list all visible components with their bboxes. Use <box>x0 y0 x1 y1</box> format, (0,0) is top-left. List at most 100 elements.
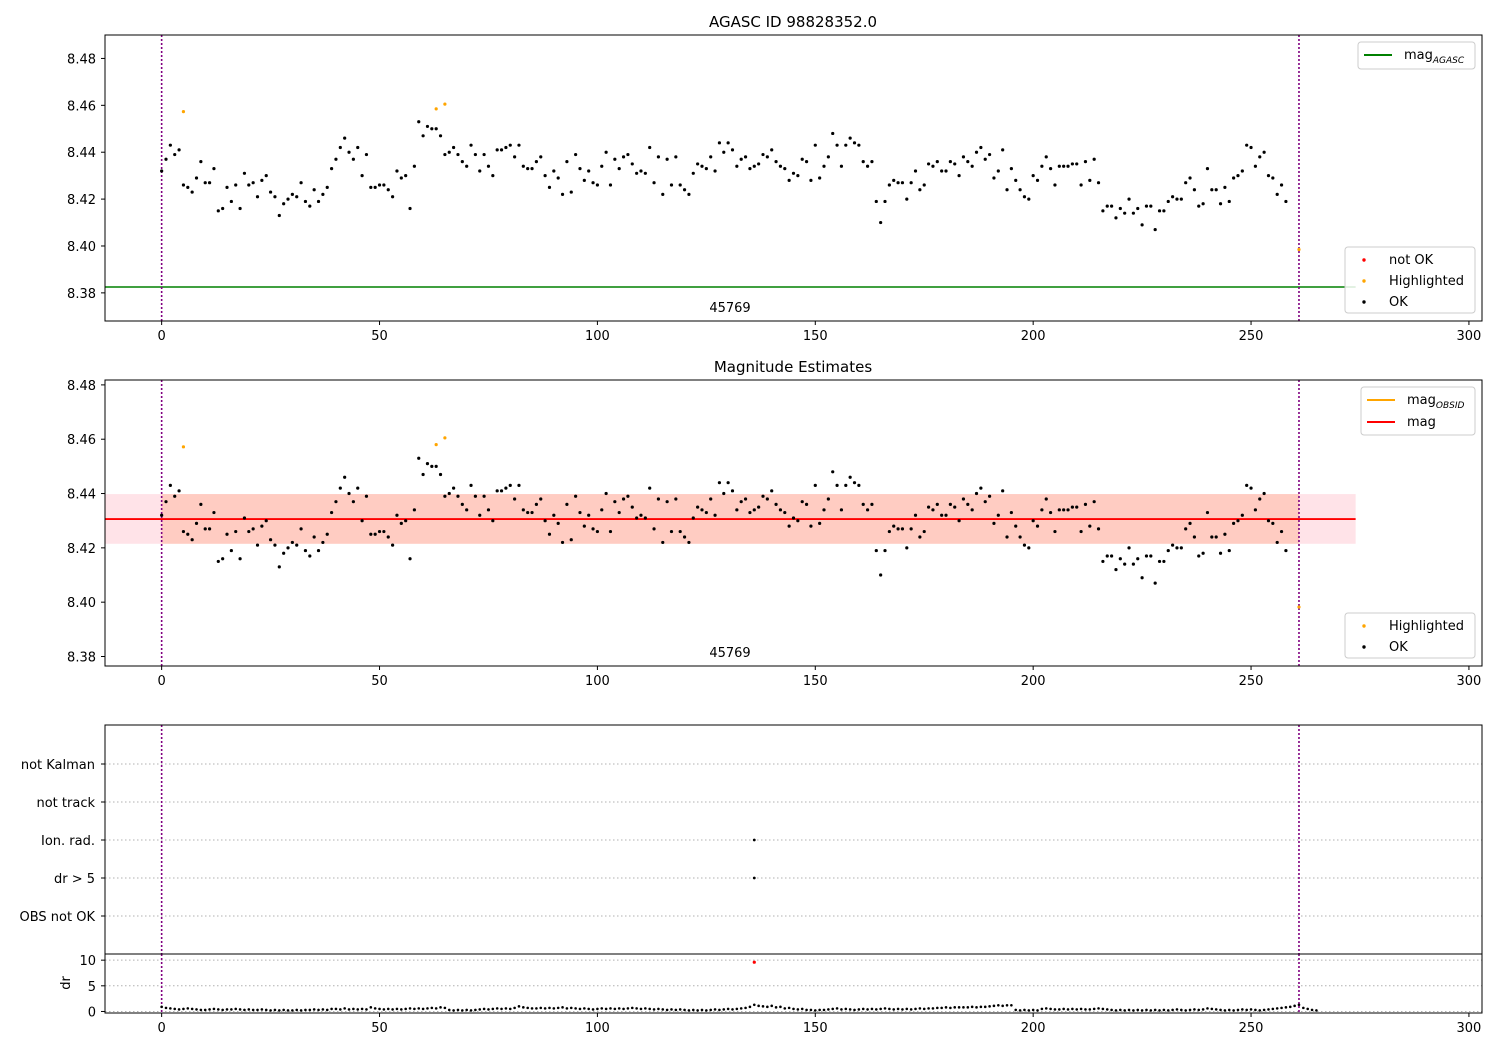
ok-point <box>848 136 852 140</box>
ok-point <box>1184 527 1188 531</box>
ok-point <box>844 483 848 487</box>
ok-point <box>800 157 804 161</box>
ok-point <box>713 169 717 173</box>
dr-point <box>604 1007 608 1011</box>
ok-point <box>813 143 817 147</box>
ok-point <box>216 209 220 213</box>
ok-point <box>665 500 669 504</box>
ok-point <box>700 508 704 512</box>
ok-point <box>639 169 643 173</box>
ok-point <box>682 188 687 192</box>
panel-agasc: AGASC ID 98828352.0 0 50 100 150 200 250 300 8.… <box>67 13 1483 344</box>
ok-point <box>268 190 273 194</box>
ok-point <box>160 169 164 173</box>
ok-point <box>1218 551 1223 555</box>
dr-point <box>1153 1008 1157 1012</box>
ok-point <box>1232 521 1236 526</box>
ok-point <box>417 456 421 460</box>
dr-point <box>273 1008 277 1012</box>
ok-point <box>395 169 399 173</box>
ok-point <box>608 183 613 187</box>
dr-point <box>556 1006 560 1010</box>
flag-label-not-kalman: not Kalman <box>21 758 95 773</box>
dr-point <box>421 1007 425 1011</box>
ok-point <box>1144 204 1149 208</box>
flag-label-not-track: not track <box>36 796 95 811</box>
ok-point <box>970 164 974 168</box>
dr-point <box>195 1008 198 1011</box>
dr-point <box>979 1005 983 1009</box>
ok-point <box>1279 529 1284 534</box>
dr-point <box>291 1009 294 1012</box>
ok-point <box>900 527 905 531</box>
dr-point <box>914 1007 917 1011</box>
dr-point <box>508 1007 512 1011</box>
ok-point <box>547 532 552 536</box>
panel-magnitude-xtick-label: 250 <box>1239 674 1264 689</box>
dr-point <box>439 1006 442 1009</box>
ok-point <box>395 513 399 517</box>
ok-point <box>1096 181 1101 185</box>
ok-point <box>1031 519 1035 523</box>
ok-point <box>992 521 996 526</box>
ok-point <box>521 508 525 512</box>
ok-point <box>1136 557 1140 561</box>
dr-point <box>857 1008 861 1011</box>
dr-point <box>1184 1009 1187 1012</box>
ok-point <box>251 181 255 185</box>
ok-point <box>922 529 926 534</box>
dr-point <box>260 1008 264 1011</box>
ok-point <box>1079 529 1083 534</box>
ok-point <box>648 145 652 150</box>
dr-point <box>386 1007 390 1011</box>
ok-point <box>282 202 286 206</box>
flag-label-ion-rad: Ion. rad. <box>41 834 95 849</box>
ok-point <box>377 529 382 534</box>
ok-point <box>918 535 922 539</box>
ok-point <box>783 510 787 515</box>
ok-point <box>412 164 416 168</box>
dr-point <box>474 1008 477 1012</box>
ok-point <box>1005 535 1009 539</box>
ok-point <box>1009 167 1013 171</box>
ok-point <box>926 505 931 509</box>
ok-point <box>1123 562 1127 566</box>
ok-point <box>974 491 979 496</box>
panel-agasc-xtick-label: 0 <box>158 329 166 344</box>
panel-dr-frame <box>104 953 1483 1014</box>
dr-point <box>822 1008 826 1012</box>
ok-point <box>730 148 735 152</box>
dr-point <box>365 1008 368 1011</box>
dr-point <box>888 1007 891 1011</box>
legend-not-ok-marker <box>1362 258 1366 262</box>
ok-point <box>1070 162 1074 166</box>
ok-point <box>787 178 791 182</box>
ok-point <box>295 543 299 547</box>
dr-point <box>1040 1007 1044 1011</box>
ok-point <box>739 500 743 504</box>
ok-point <box>770 489 774 493</box>
ok-point <box>870 502 874 506</box>
ok-point <box>334 500 338 504</box>
ok-point <box>1057 164 1061 168</box>
ok-point <box>412 508 416 512</box>
ok-point <box>1048 510 1053 515</box>
dr-point <box>487 1008 490 1011</box>
ok-point <box>1227 199 1231 204</box>
panel-agasc-point-legend: not OK Highlighted OK <box>1344 246 1476 314</box>
panel-dr-xtick-label: 100 <box>585 1021 610 1036</box>
ok-point <box>221 557 225 561</box>
legend-ok-label-2: OK <box>1389 640 1408 655</box>
ok-point <box>1262 150 1266 154</box>
ok-point <box>1140 576 1144 580</box>
dr-point <box>949 1006 952 1010</box>
dr-point <box>1206 1007 1209 1010</box>
panel-magnitude-ytick-label: 8.46 <box>67 433 96 448</box>
ok-point <box>761 494 765 498</box>
ok-point <box>347 491 351 496</box>
dr-point <box>221 1008 224 1012</box>
ok-point <box>783 167 787 171</box>
ok-point <box>312 188 316 192</box>
ok-point <box>1166 548 1170 553</box>
ok-point <box>931 164 935 168</box>
